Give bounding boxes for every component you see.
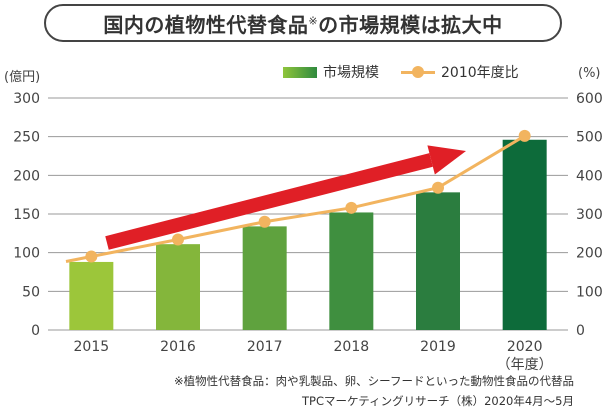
y-right-tick-label: 500 xyxy=(576,130,603,146)
x-tick-label: 2019 xyxy=(420,339,456,355)
ratio-point xyxy=(258,215,271,228)
x-tick-label: 2020 xyxy=(507,339,543,355)
y-left-tick-label: 150 xyxy=(13,207,40,223)
x-tick-label: 2015 xyxy=(74,339,110,355)
ratio-point xyxy=(172,233,184,246)
bar xyxy=(502,139,547,330)
ratio-point xyxy=(85,250,98,263)
bar xyxy=(329,212,374,330)
y-left-tick-label: 100 xyxy=(13,246,40,262)
y-right-tick-label: 100 xyxy=(576,284,603,300)
y-left-tick-label: 300 xyxy=(13,91,40,107)
title-footnote-mark: ※ xyxy=(308,13,319,27)
ratio-point xyxy=(518,129,531,142)
bar xyxy=(242,226,287,330)
bar xyxy=(156,244,200,330)
legend-line-label: 2010年度比 xyxy=(441,65,519,81)
y-right-tick-label: 300 xyxy=(576,207,603,223)
y-left-tick-label: 0 xyxy=(31,323,40,339)
bar xyxy=(416,192,460,330)
title-suffix: の市場規模は拡大中 xyxy=(318,12,503,37)
y-left-tick-label: 50 xyxy=(22,284,40,300)
x-tick-label: 2016 xyxy=(160,339,196,355)
chart-title: 国内の植物性代替食品※の市場規模は拡大中 xyxy=(103,9,502,38)
y-right-tick-label: 400 xyxy=(576,168,603,184)
right-axis-unit: (%) xyxy=(578,66,601,81)
x-tick-label: 2017 xyxy=(247,339,283,355)
bar xyxy=(69,261,114,330)
x-unit-label: （年度） xyxy=(497,357,553,373)
title-main: 国内の植物性代替食品 xyxy=(103,12,309,37)
source-note: TPCマーケティングリサーチ（株）2020年4月〜5月 xyxy=(302,394,574,408)
x-tick-label: 2018 xyxy=(334,339,370,355)
y-right-tick-label: 600 xyxy=(576,91,603,107)
trend-arrow-shaft xyxy=(105,153,433,250)
legend-line-swatch xyxy=(401,66,435,78)
left-axis-unit: (億円) xyxy=(4,70,41,85)
y-left-tick-label: 250 xyxy=(13,130,40,146)
ratio-point xyxy=(345,201,358,214)
legend-bar-swatch xyxy=(283,66,317,78)
legend-bar-label: 市場規模 xyxy=(323,65,379,81)
legend: 市場規模 2010年度比 xyxy=(283,62,519,82)
footnote: ※植物性代替食品：肉や乳製品、卵、シーフードといった動物性食品の代替品 xyxy=(174,374,574,388)
y-left-tick-label: 200 xyxy=(13,168,40,184)
ratio-point xyxy=(432,181,444,194)
trend-arrow-head xyxy=(427,145,466,175)
y-right-tick-label: 0 xyxy=(576,323,585,339)
y-right-tick-label: 200 xyxy=(576,246,603,262)
title-box: 国内の植物性代替食品※の市場規模は拡大中 xyxy=(44,4,562,42)
